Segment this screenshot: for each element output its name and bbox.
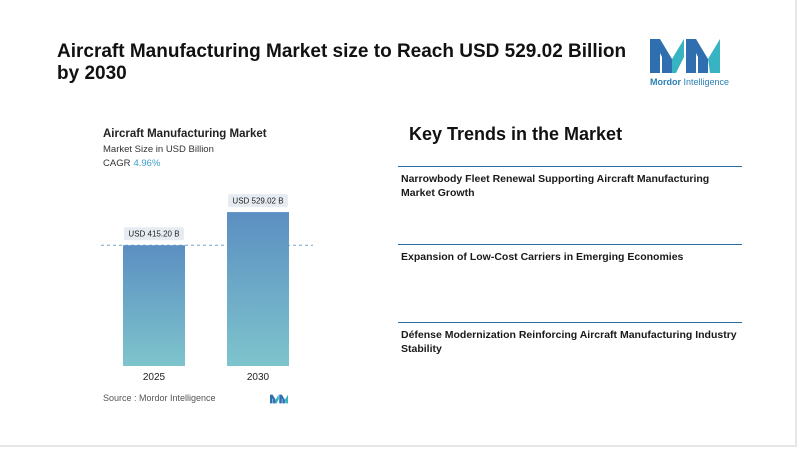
bar-2030 [227, 212, 289, 366]
chart-title: Aircraft Manufacturing Market [103, 128, 267, 140]
trend-item-2: Expansion of Low-Cost Carriers in Emergi… [398, 244, 742, 264]
x-tick-2030: 2030 [247, 372, 270, 383]
data-label-2030: USD 529.02 B [232, 197, 283, 206]
mini-logo-icon [270, 391, 288, 409]
chart-subtitle: Market Size in USD Billion [103, 144, 214, 155]
data-label-box-2025 [124, 227, 184, 241]
mordor-logo-icon [650, 39, 720, 73]
data-label-2025: USD 415.20 B [128, 230, 179, 239]
logo-wordmark-second: Intelligence [681, 77, 730, 87]
chart-source: Source : Mordor Intelligence [103, 393, 216, 403]
logo-wordmark-first: Mordor [650, 77, 681, 87]
chart-cagr: CAGR 4.96% [103, 158, 160, 169]
data-label-box-2030 [228, 194, 288, 208]
page-title: Aircraft Manufacturing Market size to Re… [57, 41, 627, 84]
cagr-value: 4.96% [133, 158, 161, 169]
key-trends-title: Key Trends in the Market [409, 124, 623, 144]
bar-2025 [123, 245, 185, 366]
cagr-label: CAGR [103, 158, 131, 169]
trend-item-3: Défense Modernization Reinforcing Aircra… [398, 322, 742, 356]
trend-item-1: Narrowbody Fleet Renewal Supporting Airc… [398, 166, 742, 200]
mordor-logo [650, 37, 732, 89]
bar-chart: USD 415.20 B 2025 USD 529.02 B 2030 [101, 194, 313, 383]
x-tick-2025: 2025 [143, 372, 166, 383]
logo-wordmark: Mordor Intelligence [650, 77, 740, 87]
